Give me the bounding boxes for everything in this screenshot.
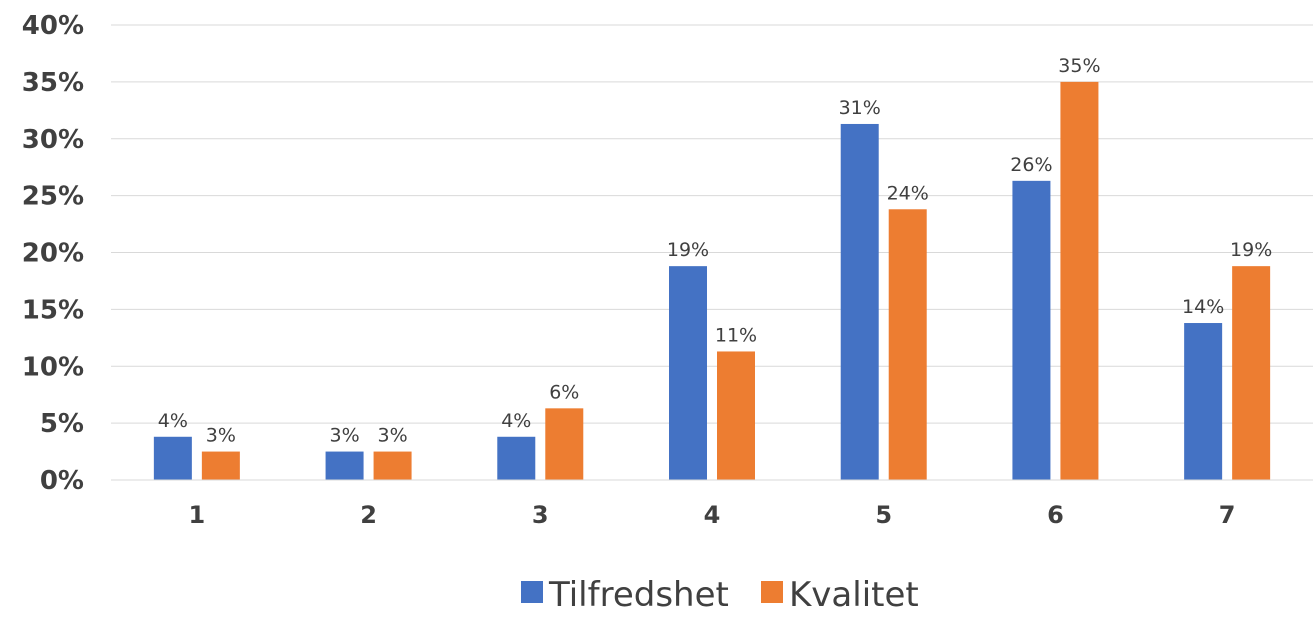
- data-labels: 4% 3% 3% 3% 4% 6% 19% 11% 31% 24% 26% 35% 14% 19%: [158, 55, 1272, 447]
- x-axis: 1 2 3 4 5 6 7: [111, 479, 1313, 529]
- legend: Tilfredshet Kvalitet: [521, 575, 919, 615]
- data-label: 4%: [501, 410, 531, 432]
- y-axis: 0% 5% 10% 15% 20% 25% 30% 35% 40%: [22, 11, 84, 496]
- data-label: 19%: [667, 239, 709, 261]
- x-tick-label: 1: [189, 501, 206, 529]
- bar-kvalitet: [717, 351, 755, 480]
- bars: [153, 81, 1271, 481]
- data-label: 26%: [1010, 154, 1052, 176]
- y-tick-label: 15%: [22, 295, 84, 325]
- x-tick-label: 4: [704, 501, 721, 529]
- y-tick-label: 20%: [22, 239, 84, 269]
- bar-kvalitet: [888, 209, 927, 480]
- data-label: 14%: [1182, 296, 1224, 318]
- data-label: 35%: [1058, 55, 1100, 77]
- data-label: 24%: [887, 182, 929, 204]
- legend-swatch-tilfredshet: [521, 581, 543, 603]
- x-tick-label: 5: [875, 501, 892, 529]
- bar-tilfredshet: [325, 451, 364, 480]
- data-label: 3%: [329, 425, 359, 447]
- legend-swatch-kvalitet: [761, 581, 783, 603]
- bar-kvalitet: [545, 408, 584, 480]
- bar-kvalitet: [373, 451, 412, 480]
- legend-label: Kvalitet: [789, 575, 919, 615]
- x-tick-label: 6: [1047, 501, 1064, 529]
- legend-label: Tilfredshet: [548, 575, 729, 615]
- y-tick-label: 10%: [22, 352, 84, 382]
- data-label: 6%: [549, 381, 579, 403]
- gridlines: [111, 24, 1313, 424]
- bar-tilfredshet: [840, 123, 879, 481]
- y-tick-label: 5%: [40, 409, 84, 439]
- bar-kvalitet: [1060, 81, 1099, 480]
- data-label: 31%: [839, 97, 881, 119]
- bar-tilfredshet: [1012, 180, 1051, 480]
- y-tick-label: 30%: [22, 125, 84, 155]
- y-tick-label: 0%: [40, 466, 84, 496]
- x-tick-label: 7: [1219, 501, 1236, 529]
- data-label: 11%: [715, 324, 757, 346]
- x-tick-label: 3: [532, 501, 549, 529]
- y-tick-label: 35%: [22, 68, 84, 98]
- y-tick-label: 40%: [22, 11, 84, 41]
- data-label: 3%: [377, 425, 407, 447]
- bar-tilfredshet: [669, 266, 707, 480]
- data-label: 4%: [158, 410, 188, 432]
- bar-kvalitet: [201, 451, 240, 480]
- bar-kvalitet: [1232, 266, 1271, 480]
- x-tick-label: 2: [360, 501, 377, 529]
- bar-tilfredshet: [1184, 323, 1223, 480]
- y-tick-label: 25%: [22, 182, 84, 212]
- data-label: 19%: [1230, 239, 1272, 261]
- data-label: 3%: [206, 425, 236, 447]
- bar-tilfredshet: [153, 436, 192, 480]
- bar-tilfredshet: [497, 436, 536, 480]
